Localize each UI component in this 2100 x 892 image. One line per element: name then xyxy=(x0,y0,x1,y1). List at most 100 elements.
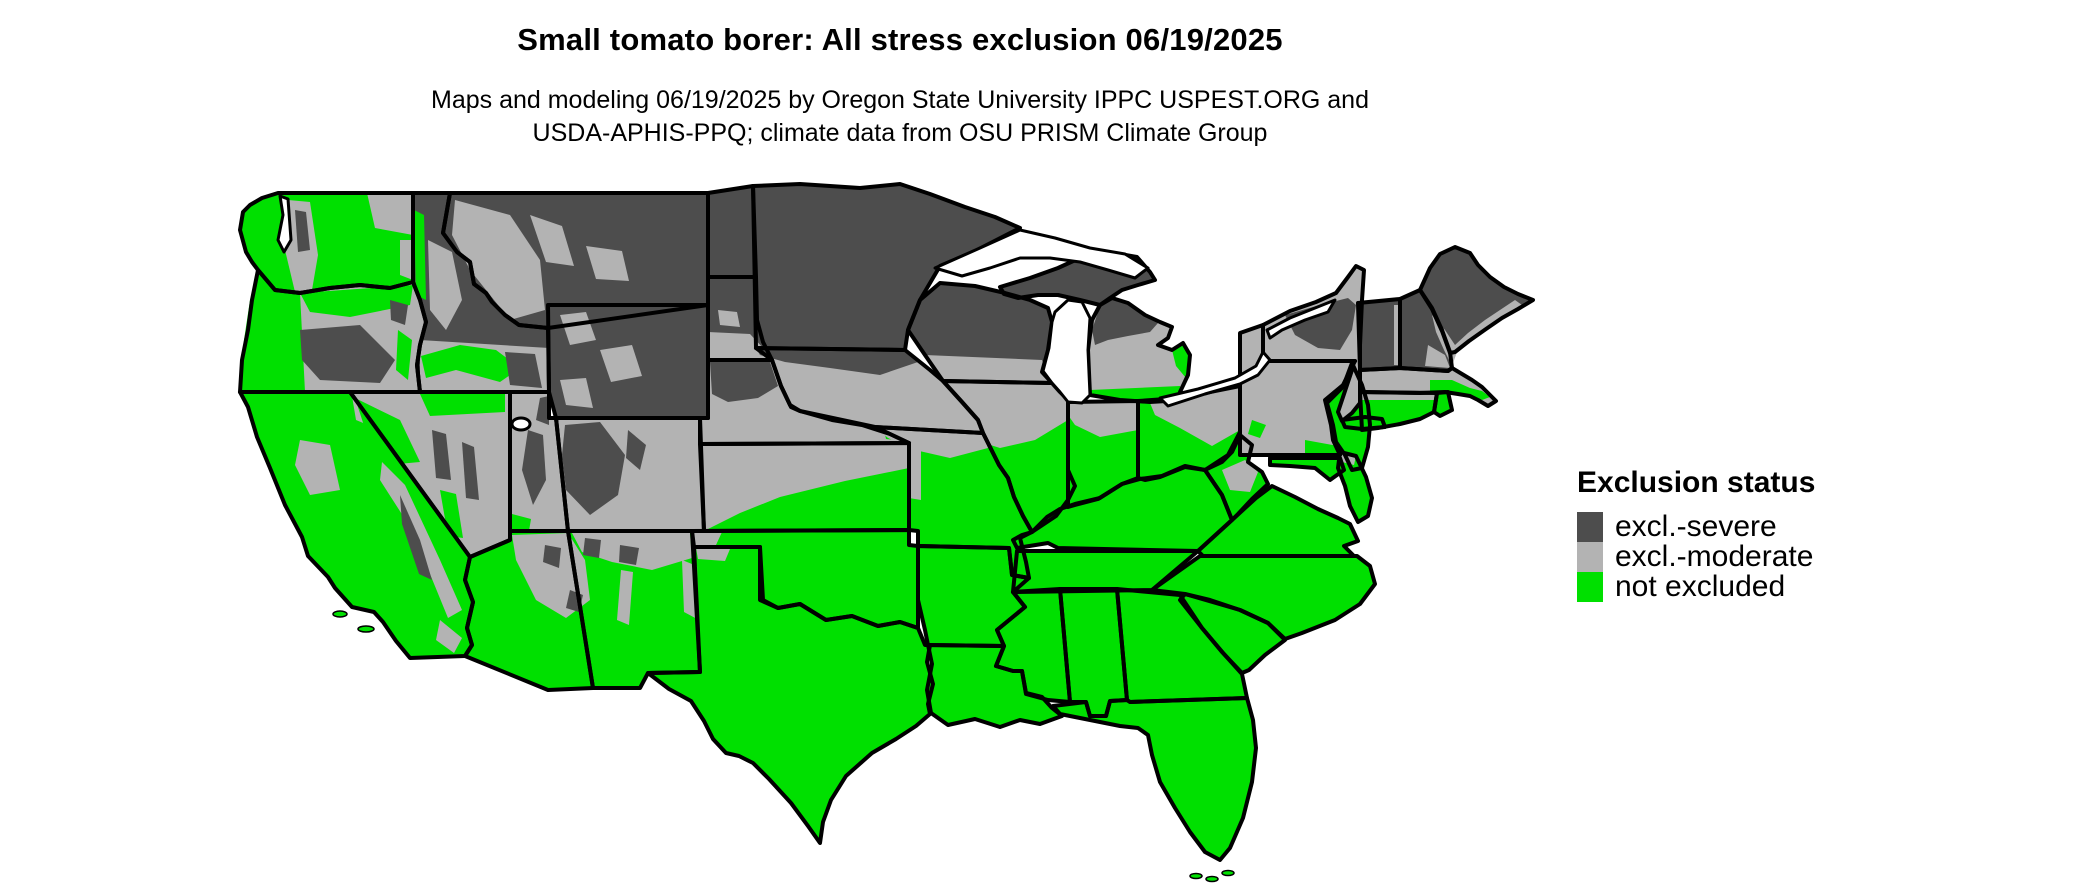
terrain-patch xyxy=(692,531,722,545)
state-TN xyxy=(1013,551,1198,592)
lake-superior xyxy=(933,228,1150,280)
state-GA xyxy=(1117,589,1247,702)
terrain-patch xyxy=(505,352,542,388)
islands xyxy=(332,610,1235,883)
map-title: Small tomato borer: All stress exclusion… xyxy=(517,22,1283,57)
terrain-patch xyxy=(355,398,420,464)
state-AR xyxy=(918,546,1029,646)
terrain-patch xyxy=(1305,440,1340,455)
state-MA xyxy=(1360,368,1496,406)
terrain-patch xyxy=(600,345,642,382)
map-subtitle: Maps and modeling 06/19/2025 by Oregon S… xyxy=(0,84,1800,150)
terrain-patch xyxy=(390,300,408,325)
terrain-patch xyxy=(300,325,395,383)
state-ND xyxy=(708,186,756,277)
terrain-patch xyxy=(925,355,1050,383)
terrain-patch xyxy=(1430,380,1490,400)
florida-key xyxy=(1221,869,1235,877)
state-FL xyxy=(1053,698,1256,860)
terrain-patch xyxy=(696,548,730,561)
terrain-patch xyxy=(421,345,520,382)
terrain-patch xyxy=(432,430,451,480)
state-KY xyxy=(1013,466,1232,551)
terrain-patch xyxy=(1285,298,1356,350)
state-NC-border xyxy=(1150,554,1377,641)
channel-island xyxy=(332,610,348,618)
title-block: Small tomato borer: All stress exclusion… xyxy=(0,22,1800,150)
state-TX-border xyxy=(646,545,935,845)
state-delmarva xyxy=(1338,452,1372,522)
state-PA xyxy=(1240,325,1355,455)
terrain-patch xyxy=(708,332,772,360)
state-VA xyxy=(1198,486,1358,556)
terrain-patch xyxy=(462,442,479,500)
terrain-patch xyxy=(367,193,413,235)
lake-michigan xyxy=(1041,298,1092,405)
puget-sound xyxy=(276,194,293,254)
terrain-patch xyxy=(530,215,574,266)
state-borders xyxy=(238,182,1535,862)
terrain-patch xyxy=(619,545,639,565)
terrain-patch xyxy=(300,285,413,317)
legend-item-severe: excl.-severe xyxy=(1577,512,1815,542)
terrain-patch xyxy=(295,440,340,495)
terrain-patch xyxy=(510,514,531,531)
legend-label: not excluded xyxy=(1615,570,1786,603)
terrain-patch xyxy=(875,427,988,458)
terrain-patch xyxy=(420,394,505,416)
terrain-patch xyxy=(710,362,778,402)
state-SC xyxy=(1180,594,1285,673)
terrain-patch xyxy=(1425,345,1450,368)
terrain-patch xyxy=(1248,420,1266,438)
state-OK xyxy=(692,530,918,628)
lakes xyxy=(276,194,1337,432)
legend-swatch-moderate xyxy=(1577,542,1603,572)
terrain-patch xyxy=(1068,401,1138,437)
terrain-patch xyxy=(586,246,629,281)
terrain-patch xyxy=(560,312,596,345)
terrain-patch xyxy=(583,538,601,558)
terrain-patch xyxy=(295,210,310,252)
state-NM xyxy=(568,531,700,688)
florida-key xyxy=(1189,872,1203,880)
terrain-patch xyxy=(428,240,462,330)
terrain-patch xyxy=(452,200,545,320)
terrain-patch xyxy=(436,620,462,653)
terrain-patch xyxy=(1092,299,1158,345)
state-MN xyxy=(753,184,1020,350)
legend-item-moderate: excl.-moderate xyxy=(1577,542,1815,572)
legend-swatch-not_excluded xyxy=(1577,572,1603,602)
map-subtitle-line1: Maps and modeling 06/19/2025 by Oregon S… xyxy=(431,86,1369,114)
state-ME xyxy=(1420,247,1533,353)
state-FL-border xyxy=(1051,696,1258,862)
terrain-patch xyxy=(909,445,921,500)
terrain-patch xyxy=(400,240,413,280)
terrain-patch xyxy=(536,396,549,425)
legend-title: Exclusion status xyxy=(1577,466,1816,499)
legend-label: excl.-severe xyxy=(1615,510,1777,543)
legend: Exclusion status excl.-severe excl.-moder… xyxy=(1577,466,1815,602)
terrain-patch xyxy=(617,570,633,625)
state-VT xyxy=(1358,299,1400,370)
terrain-patch xyxy=(414,210,426,300)
terrain-patch xyxy=(718,310,740,327)
terrain-patch xyxy=(543,545,561,568)
state-MN-border xyxy=(751,182,1022,352)
terrain-patch xyxy=(1222,460,1258,492)
terrain-patch xyxy=(562,422,625,515)
legend-rows: excl.-severe excl.-moderate not excluded xyxy=(1577,512,1815,602)
terrain-patch xyxy=(560,378,593,408)
state-NC xyxy=(1152,556,1375,639)
state-AL xyxy=(1060,589,1127,716)
great-salt-lake xyxy=(510,416,532,432)
channel-island xyxy=(357,625,375,633)
legend-item-not_excluded: not excluded xyxy=(1577,572,1815,602)
state-NH xyxy=(1400,290,1452,371)
lake-erie xyxy=(1158,350,1272,408)
state-VA-border xyxy=(1196,484,1360,558)
state-WV-border xyxy=(1203,433,1270,522)
map-subtitle-line2: USDA-APHIS-PPQ; climate data from OSU PR… xyxy=(532,119,1268,147)
terrain-patch xyxy=(440,490,463,538)
